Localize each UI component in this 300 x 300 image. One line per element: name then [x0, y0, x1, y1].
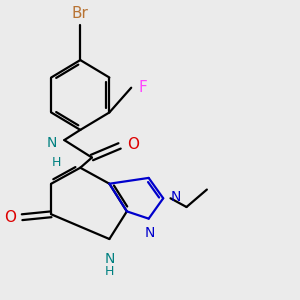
Text: O: O	[127, 137, 139, 152]
Text: N: N	[145, 226, 155, 240]
Text: N: N	[46, 136, 57, 150]
Text: O: O	[4, 210, 16, 225]
Text: H: H	[52, 156, 61, 169]
Text: F: F	[139, 80, 147, 95]
Text: H: H	[105, 265, 114, 278]
Text: N: N	[170, 190, 181, 204]
Text: Br: Br	[72, 6, 89, 21]
Text: N: N	[104, 252, 115, 266]
